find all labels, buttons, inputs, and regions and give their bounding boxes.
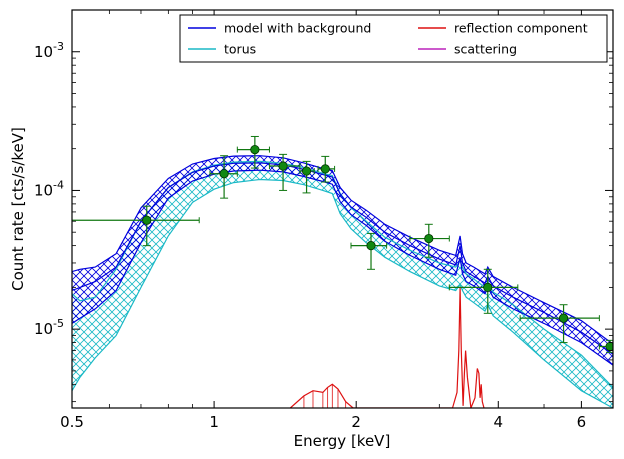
data-point <box>409 223 450 258</box>
legend-label-model-with-background: model with background <box>224 21 371 36</box>
data-point-marker <box>219 169 229 179</box>
y-tick-label: 10-3 <box>34 40 64 61</box>
data-point-marker <box>366 241 376 251</box>
y-tick-label: 10-4 <box>34 178 64 199</box>
data-point <box>72 205 200 247</box>
x-tick-label: 1 <box>209 413 219 431</box>
model-with-background-upper-line <box>72 155 613 345</box>
legend-label-reflection-component: reflection component <box>454 21 588 36</box>
x-tick-label: 4 <box>494 413 504 431</box>
legend-label-scattering: scattering <box>454 42 517 57</box>
x-tick-label: 0.5 <box>60 413 84 431</box>
reflection-component-line <box>289 287 485 408</box>
y-tick-label: 10-5 <box>34 317 64 338</box>
torus-band-fill <box>72 161 613 408</box>
y-axis: 10-5 10-4 10-3 <box>34 40 613 403</box>
data-point <box>519 304 600 344</box>
data-point-marker <box>142 215 152 225</box>
data-point-marker <box>320 164 330 174</box>
x-tick-label: 6 <box>577 413 587 431</box>
y-axis-title: Count rate [cts/s/keV] <box>9 127 27 291</box>
legend: model with background torus reflection com… <box>179 14 608 63</box>
plot-frame <box>71 9 614 409</box>
data-point-marker <box>301 166 312 176</box>
model-bands <box>72 155 613 408</box>
data-point <box>448 268 519 314</box>
data-point <box>236 135 270 169</box>
data-point-marker <box>250 145 260 155</box>
data-points <box>72 135 613 353</box>
legend-box <box>179 14 608 63</box>
data-point-marker <box>483 282 493 292</box>
data-point-marker <box>558 313 569 323</box>
data-point-marker <box>278 161 288 171</box>
data-point <box>299 160 315 194</box>
x-axis-title: Energy [keV] <box>294 432 391 450</box>
data-point-marker <box>424 233 434 244</box>
data-point <box>350 232 388 270</box>
x-tick-label: 2 <box>351 413 361 431</box>
legend-label-torus: torus <box>224 42 256 57</box>
data-point <box>317 155 336 183</box>
data-point <box>268 153 301 191</box>
data-point <box>209 155 238 199</box>
